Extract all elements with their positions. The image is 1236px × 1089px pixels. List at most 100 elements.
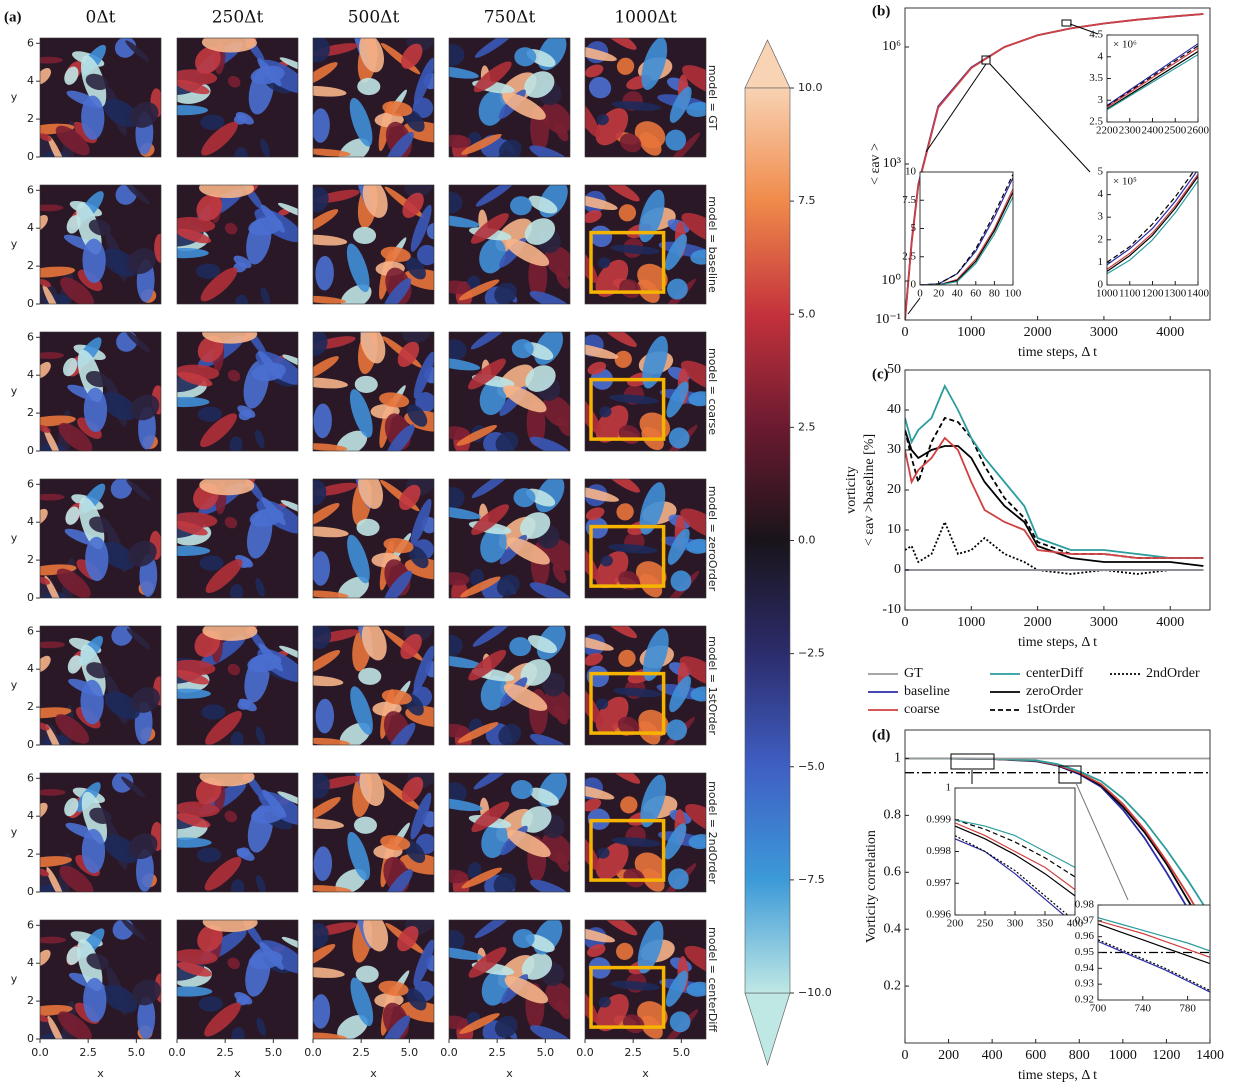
y-tick-label: 6 xyxy=(27,477,34,490)
axes-frame xyxy=(905,370,1210,610)
y-tick-label: 6 xyxy=(27,624,34,637)
y-tick-label: 10⁻¹ xyxy=(875,312,901,327)
x-tick-label: 0.0 xyxy=(440,1046,458,1059)
y-tick-label: -10 xyxy=(882,602,901,617)
y-tick-label: 30 xyxy=(887,442,901,457)
x-tick-label: 300 xyxy=(1007,918,1024,930)
series-line xyxy=(905,386,1203,558)
colorbar-bottom xyxy=(745,993,790,1065)
y-tick-label: 6 xyxy=(27,918,34,931)
y-tick-label: 0.98 xyxy=(1075,899,1095,911)
row-label: model = 1stOrder xyxy=(706,636,719,735)
y-tick-label: 40 xyxy=(887,402,901,417)
y-tick-label: 0.6 xyxy=(884,864,902,879)
y-tick-label: 0 xyxy=(1098,279,1104,291)
colorbar-tick-label: 0.0 xyxy=(798,534,816,547)
y-tick-label: 3.5 xyxy=(1089,72,1103,84)
y-tick-label: 0.96 xyxy=(1075,930,1095,942)
column-header: 0Δt xyxy=(86,8,116,28)
x-tick-label: 2000 xyxy=(1024,325,1052,340)
heatmap xyxy=(431,908,582,1050)
plot-area xyxy=(905,386,1203,574)
y-axis-label: y xyxy=(11,91,18,104)
x-tick-label: 2.5 xyxy=(624,1046,642,1059)
colorbar-tick-label: −2.5 xyxy=(798,647,825,660)
y-axis-label: y xyxy=(11,679,18,692)
y-tick-label: 4 xyxy=(1098,50,1104,62)
legend-label: centerDiff xyxy=(1026,666,1084,681)
y-tick-label: 20 xyxy=(887,482,901,497)
x-tick-label: 0.0 xyxy=(31,1046,49,1059)
x-tick-label: 2.5 xyxy=(352,1046,370,1059)
heatmap xyxy=(153,323,316,453)
x-tick-label: 2.5 xyxy=(488,1046,506,1059)
y-tick-label: 0 xyxy=(27,591,34,604)
heatmap xyxy=(27,474,162,612)
heatmap xyxy=(427,176,581,315)
y-tick-label: 6 xyxy=(27,330,34,343)
x-tick-label: 3000 xyxy=(1090,325,1118,340)
figure: (a)0Δt250Δt500Δt750Δt1000Δt0246ymodel = … xyxy=(0,0,1236,1089)
y-tick-label: 2 xyxy=(27,259,34,272)
colorbar-tick-label: −10.0 xyxy=(798,986,832,999)
legend-label: coarse xyxy=(904,702,940,717)
y-tick-label: 4 xyxy=(27,74,34,87)
x-tick-label: 250 xyxy=(977,918,994,930)
x-axis-label: x xyxy=(642,1067,649,1080)
y-tick-label: 0.2 xyxy=(884,978,902,993)
arrow xyxy=(908,298,920,314)
column-header: 1000Δt xyxy=(614,8,677,28)
heatmap xyxy=(22,621,166,760)
x-tick-label: 2300 xyxy=(1119,125,1142,137)
y-tick-label: 10⁰ xyxy=(881,273,901,288)
y-tick-label: 2 xyxy=(27,700,34,713)
x-axis-label: x xyxy=(370,1067,377,1080)
x-axis-label: time steps, Δ t xyxy=(1018,1068,1097,1083)
arrow xyxy=(926,64,986,152)
x-tick-label: 1200 xyxy=(1142,288,1165,300)
series-line xyxy=(905,438,1203,558)
y-tick-label: 0.97 xyxy=(1075,914,1095,926)
y-tick-label: 10⁶ xyxy=(882,39,901,54)
x-tick-label: 2.5 xyxy=(79,1046,97,1059)
zoom-box xyxy=(951,754,994,769)
heatmap xyxy=(297,313,454,462)
colorbar-tick-label: 2.5 xyxy=(798,420,816,433)
x-tick-label: 2500 xyxy=(1164,125,1187,137)
column-header: 750Δt xyxy=(484,8,536,28)
x-tick-label: 0 xyxy=(902,1048,909,1063)
row-label: model = GT xyxy=(706,65,719,131)
x-tick-label: 1200 xyxy=(1152,1048,1180,1063)
y-tick-label: 0 xyxy=(27,885,34,898)
x-tick-label: 40 xyxy=(952,288,964,300)
y-tick-label: 0 xyxy=(911,279,917,291)
legend-label: GT xyxy=(904,666,923,681)
x-tick-label: 0.0 xyxy=(576,1046,594,1059)
colorbar-tick-label: −5.0 xyxy=(798,760,825,773)
y-tick-label: 0 xyxy=(27,444,34,457)
column-header: 500Δt xyxy=(348,8,400,28)
x-axis-label: x xyxy=(234,1067,241,1080)
y-tick-label: 2.5 xyxy=(902,250,916,262)
row-label: model = baseline xyxy=(706,196,719,293)
x-tick-label: 1000 xyxy=(957,325,985,340)
x-tick-label: 0 xyxy=(917,288,923,300)
heatmap xyxy=(297,462,454,608)
y-tick-label: 0 xyxy=(27,1032,34,1045)
y-tick-label: 2 xyxy=(1098,233,1104,245)
y-tick-label: 6 xyxy=(27,36,34,49)
x-tick-label: 2.5 xyxy=(216,1046,234,1059)
x-tick-label: 20 xyxy=(933,288,945,300)
y-axis-label: y xyxy=(11,532,18,545)
x-tick-label: 4000 xyxy=(1156,325,1184,340)
vortex xyxy=(159,248,209,258)
heatmap xyxy=(26,327,164,465)
inset-bg xyxy=(920,172,1013,285)
vortex xyxy=(159,397,209,407)
colorbar xyxy=(745,88,790,993)
arrow xyxy=(990,64,1090,172)
y-tick-label: 0.8 xyxy=(884,808,902,823)
vortex xyxy=(161,838,211,848)
x-tick-label: 1300 xyxy=(1164,288,1187,300)
y-tick-label: 0.4 xyxy=(884,921,902,936)
